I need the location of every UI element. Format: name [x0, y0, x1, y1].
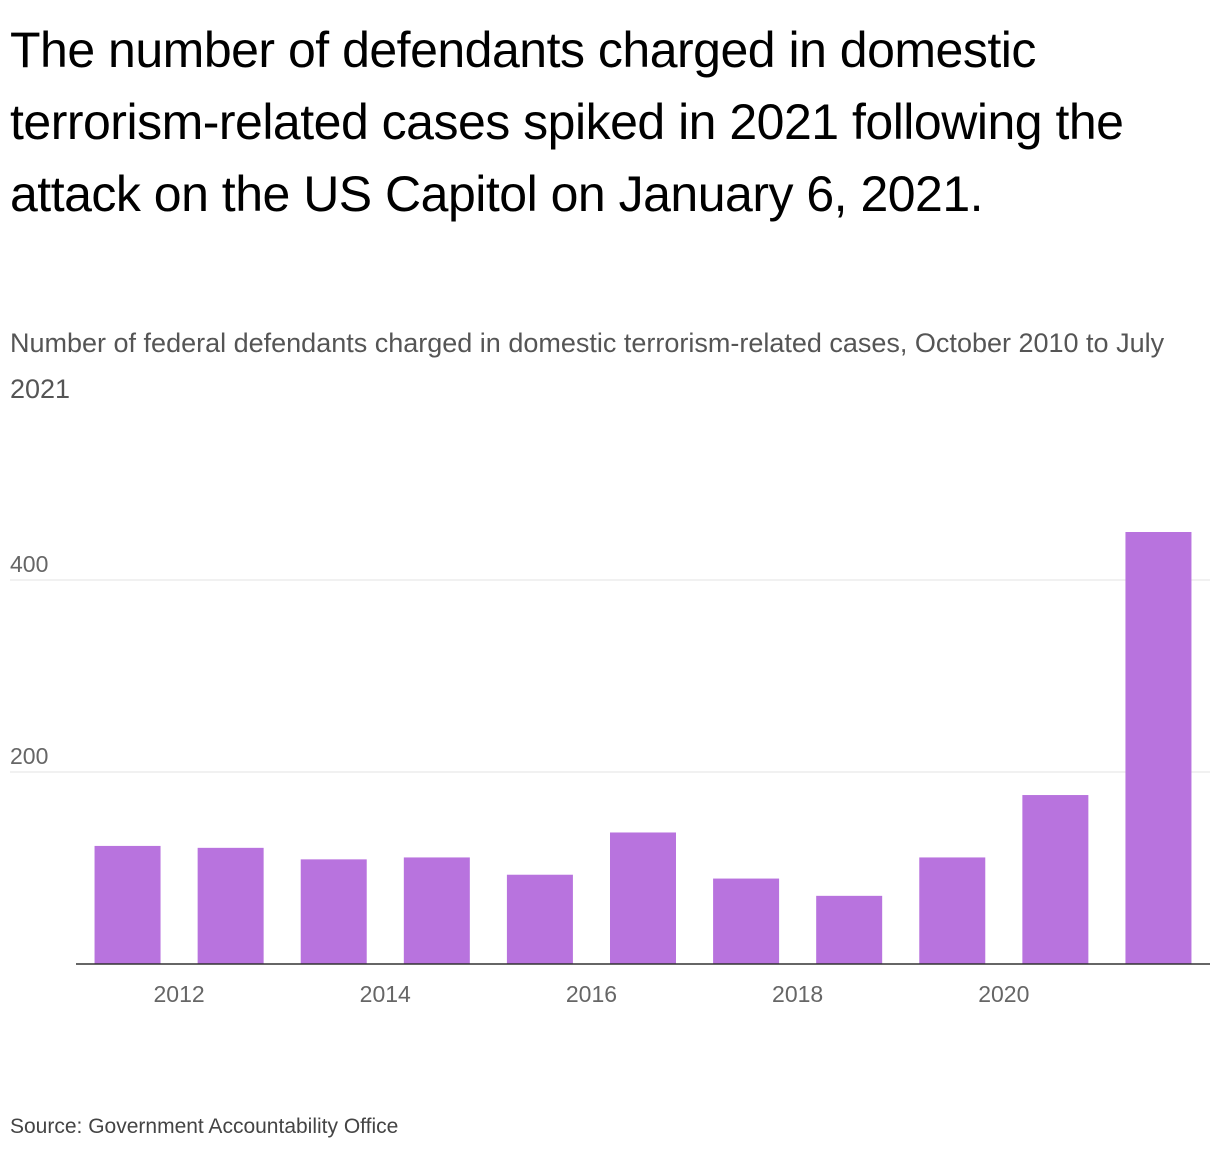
gridlines	[10, 579, 1210, 773]
chart-subtitle: Number of federal defendants charged in …	[10, 328, 1165, 404]
bar-2016	[610, 832, 676, 964]
bar-2020	[1022, 795, 1089, 964]
y-tick-label: 400	[10, 551, 48, 577]
bars	[94, 532, 1192, 964]
bar-2021	[1125, 532, 1192, 964]
y-tick-labels: 200 400	[10, 551, 48, 769]
x-tick-label: 2016	[566, 981, 617, 1007]
x-tick-label: 2012	[154, 981, 205, 1007]
source-note: Source: Government Accountability Office	[10, 1115, 399, 1138]
chart-title: The number of defendants charged in dome…	[10, 22, 1124, 222]
bar-chart: 200 400 2012 2014 2016 2018 2020	[10, 532, 1210, 1007]
x-tick-labels: 2012 2014 2016 2018 2020	[154, 981, 1030, 1007]
bar-2012	[197, 847, 264, 964]
bar-2013	[300, 859, 367, 964]
bar-2014	[403, 857, 470, 964]
bar-2015	[506, 874, 573, 964]
bar-2017	[713, 878, 780, 964]
bar-2018	[816, 895, 883, 964]
x-tick-label: 2018	[772, 981, 823, 1007]
y-tick-label: 200	[10, 743, 48, 769]
bar-2019	[919, 857, 986, 964]
x-tick-label: 2014	[360, 981, 411, 1007]
bar-2011	[94, 845, 161, 964]
x-tick-label: 2020	[978, 981, 1029, 1007]
